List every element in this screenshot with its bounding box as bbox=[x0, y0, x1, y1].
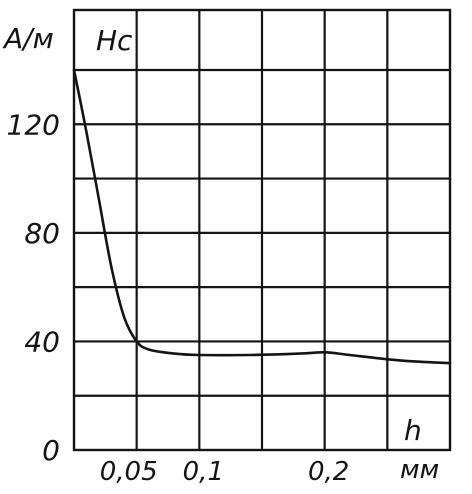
plot-frame bbox=[72, 8, 452, 452]
y-axis-unit: А/м bbox=[2, 22, 54, 55]
y-tick-label: 120 bbox=[7, 108, 60, 141]
x-axis-label: h bbox=[404, 414, 422, 447]
x-axis-unit: мм bbox=[400, 455, 439, 485]
x-tick-label: 0,1 bbox=[183, 457, 224, 487]
grid bbox=[72, 8, 452, 452]
series-line bbox=[72, 68, 452, 365]
x-tick-labels: 0,05 0,1 0,2 bbox=[100, 457, 350, 487]
x-tick-label: 0,2 bbox=[308, 457, 349, 487]
y-tick-label: 40 bbox=[24, 325, 60, 358]
y-tick-labels: 0 40 80 120 bbox=[7, 108, 60, 467]
x-tick-label: 0,05 bbox=[100, 457, 158, 487]
y-axis-label: Hc bbox=[96, 24, 133, 57]
y-tick-label: 0 bbox=[42, 434, 60, 467]
y-tick-label: 80 bbox=[24, 217, 60, 250]
